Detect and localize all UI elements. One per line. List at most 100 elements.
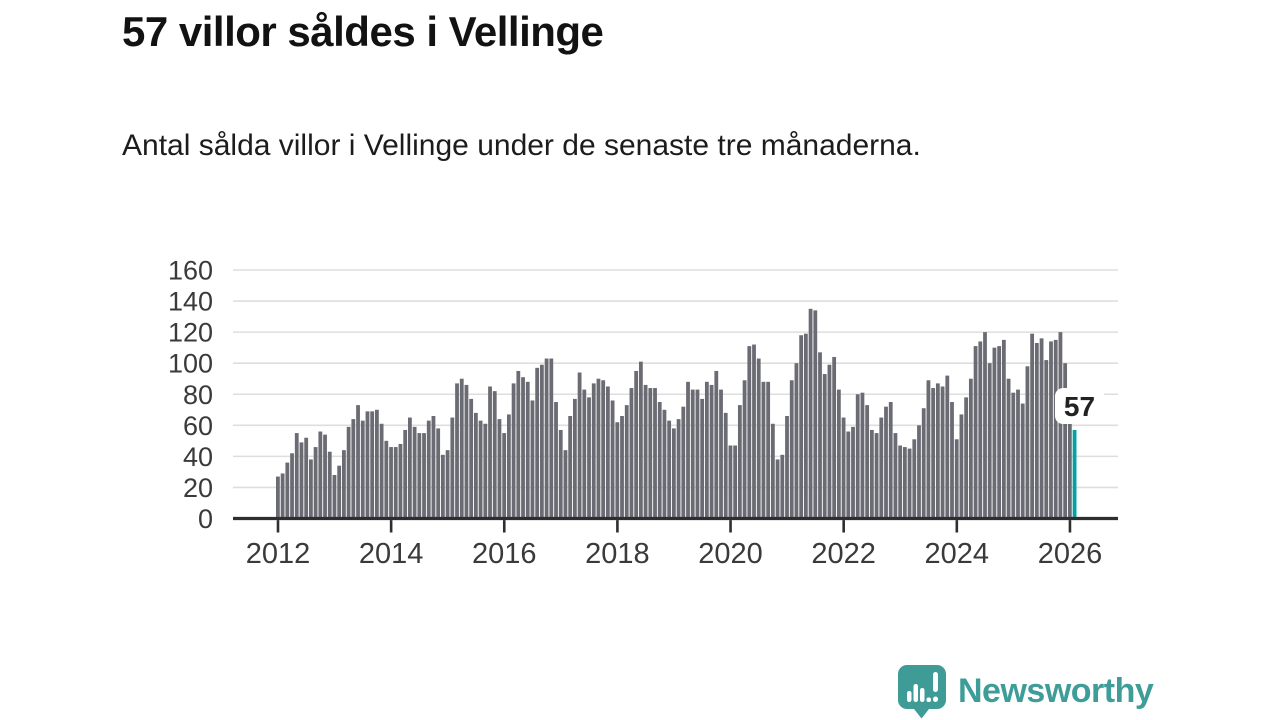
bar (304, 437, 309, 519)
bar (686, 381, 690, 519)
bar (968, 378, 973, 519)
bar (902, 447, 907, 519)
y-tick-label: 60 (183, 411, 213, 441)
logo-exclamation-bar (933, 672, 938, 692)
bar-latest (1072, 429, 1077, 519)
y-tick-label: 140 (168, 287, 213, 317)
bar (709, 384, 714, 519)
bar (789, 380, 794, 519)
bar (1025, 366, 1030, 519)
y-tick-label: 160 (168, 256, 213, 286)
bar (662, 409, 667, 519)
bar (931, 388, 936, 519)
bar (530, 400, 535, 519)
logo-exclamation-dot (933, 696, 938, 702)
bar (389, 447, 393, 519)
y-tick-label: 40 (183, 442, 213, 472)
bar (1067, 423, 1072, 519)
bar (379, 423, 384, 519)
bar (917, 425, 921, 519)
x-tick-label: 2026 (1038, 538, 1103, 570)
bar (836, 389, 841, 519)
bar (1006, 378, 1011, 519)
bar (799, 335, 804, 519)
bar (719, 389, 723, 519)
bar (629, 388, 634, 519)
bar (440, 454, 445, 519)
bar (1044, 360, 1049, 519)
bar (332, 475, 337, 519)
bar (851, 426, 855, 519)
bar (860, 392, 865, 519)
bar (620, 415, 624, 519)
bar (912, 439, 917, 519)
bar (898, 445, 903, 519)
bar (544, 358, 549, 519)
bar (832, 356, 837, 519)
bar (846, 431, 851, 519)
bar (488, 386, 492, 519)
bar (497, 419, 502, 519)
bar (554, 402, 558, 519)
bar (1016, 389, 1020, 519)
bar (591, 383, 596, 519)
bar (587, 397, 591, 519)
y-tick-label: 120 (168, 318, 213, 348)
chart-subtitle: Antal sålda villor i Vellinge under de s… (122, 129, 921, 162)
bar (426, 420, 431, 519)
bar (959, 414, 964, 519)
bar (803, 333, 808, 519)
bar (827, 364, 832, 519)
bar (309, 459, 313, 519)
bar (436, 428, 441, 519)
bar (921, 408, 926, 519)
bar (492, 391, 497, 519)
y-tick-label: 20 (183, 473, 213, 503)
bar (469, 398, 474, 519)
bar (318, 431, 323, 519)
bar (775, 459, 780, 519)
bar (610, 400, 615, 519)
bar (568, 415, 573, 519)
bar (770, 423, 775, 519)
bar (342, 450, 346, 519)
bar (1063, 363, 1068, 519)
bar (752, 344, 756, 519)
bar (601, 380, 606, 519)
bar (945, 375, 950, 519)
bar (365, 411, 370, 519)
bar (459, 378, 464, 519)
bar (346, 426, 351, 519)
bar (978, 341, 983, 519)
bar (407, 417, 412, 519)
bar (808, 308, 813, 519)
x-tick-label: 2022 (811, 538, 876, 570)
bar (766, 381, 771, 519)
bar (785, 415, 789, 519)
bar (1058, 332, 1063, 519)
bar (888, 402, 893, 519)
bar (356, 405, 360, 519)
bar (1034, 343, 1039, 519)
bar (992, 347, 997, 519)
bar (473, 412, 478, 519)
bar (737, 405, 742, 519)
bar (1030, 333, 1035, 519)
bar (987, 363, 992, 519)
bar (690, 389, 695, 519)
bar (780, 454, 785, 519)
bar (351, 419, 356, 519)
bar (1053, 339, 1058, 519)
bar (370, 411, 375, 519)
bar (935, 383, 940, 519)
bar (327, 451, 332, 519)
bar (648, 388, 653, 519)
bar (511, 383, 516, 519)
bar (728, 445, 733, 519)
newsworthy-logo-icon (898, 665, 946, 719)
bar (869, 429, 874, 519)
bar (700, 398, 705, 519)
bar (733, 445, 738, 519)
bar (294, 433, 299, 519)
bar (1049, 341, 1053, 519)
